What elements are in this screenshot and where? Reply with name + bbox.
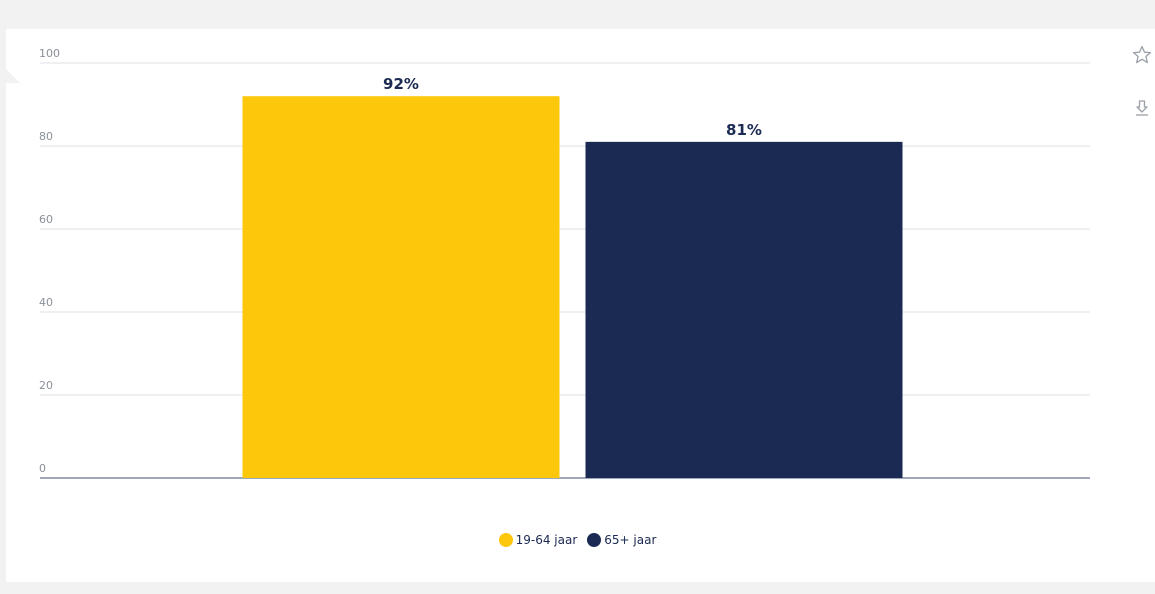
bar-0 [242,96,560,478]
legend-label-65plus: 65+ jaar [604,533,657,547]
y-tick-label-100: 100 [39,47,60,60]
y-tick-label-60: 60 [39,213,53,226]
legend-marker-19-64 [498,533,513,547]
y-tick-label-80: 80 [39,130,53,143]
star-icon [1132,45,1152,64]
legend: 19-64 jaar 65+ jaar [0,533,1155,547]
card-notch [6,69,20,83]
data-label-0: 92% [383,75,419,93]
download-button[interactable] [1131,97,1153,119]
legend-label-19-64: 19-64 jaar [515,533,578,547]
chart-card [6,29,1155,582]
data-label-1: 81% [726,121,762,139]
legend-item-65plus[interactable]: 65+ jaar [587,533,656,547]
legend-marker-65plus [587,533,602,547]
legend-item-19-64[interactable]: 19-64 jaar [498,533,578,547]
favorite-button[interactable] [1131,44,1153,66]
y-tick-label-40: 40 [39,296,53,309]
y-tick-label-20: 20 [39,379,53,392]
y-tick-label-0: 0 [39,462,46,475]
bar-1 [585,141,903,478]
download-icon [1136,100,1148,116]
